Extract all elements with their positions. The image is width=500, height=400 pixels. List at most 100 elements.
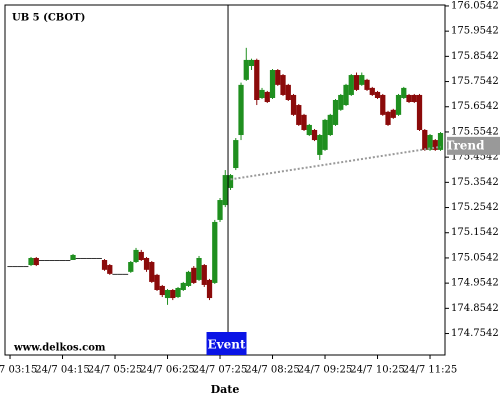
x-tick-label: 24/7 04:15 (35, 365, 89, 376)
candle-body (201, 265, 207, 285)
candle-body (301, 114, 307, 130)
y-tick-label: 174.7542 (451, 328, 499, 339)
candle-body (80, 257, 87, 259)
candle-body (280, 75, 286, 95)
candle-body (96, 257, 102, 259)
candle-body (12, 266, 18, 268)
candle-body (385, 111, 391, 125)
y-tick-label: 175.1542 (451, 227, 499, 238)
candle-body (91, 257, 97, 259)
candle-body (17, 266, 24, 268)
x-tick-label: 24/7 07:25 (193, 365, 247, 376)
event-box (206, 332, 247, 355)
y-tick-label: 175.0542 (451, 252, 499, 263)
candle-body (159, 285, 165, 296)
candle-body (59, 260, 66, 262)
candle-body (432, 140, 438, 150)
candle-body (248, 59, 255, 66)
candle-body (290, 94, 297, 115)
candle-body (33, 257, 39, 266)
candle-body (437, 133, 444, 150)
trend-label: Trend (445, 138, 485, 152)
candle-body (311, 129, 318, 141)
candle-body (143, 257, 150, 270)
candle-body (338, 94, 344, 110)
candle-body (128, 262, 134, 272)
candle-body (133, 249, 139, 263)
candle-body (217, 200, 223, 220)
x-tick-label: 24/7 10:25 (350, 365, 404, 376)
candle-body (264, 91, 270, 103)
y-tick-label: 174.9542 (451, 278, 499, 289)
candle-body (380, 94, 386, 115)
candle-body (348, 75, 354, 95)
candle-body (343, 84, 349, 106)
candle-body (122, 273, 129, 275)
candle-body (49, 260, 55, 262)
candle-body (107, 265, 113, 274)
candle-body (369, 87, 375, 95)
candle-body (75, 257, 81, 259)
x-tick-label: 24/7 03:15 (0, 365, 37, 376)
candle-body (170, 289, 176, 299)
candle-body (269, 70, 276, 98)
candle-body (411, 94, 417, 103)
y-tick-label: 175.2542 (451, 202, 499, 213)
x-tick-label: 24/7 08:25 (245, 365, 299, 376)
trend-line (230, 145, 441, 181)
candle-body (374, 91, 381, 98)
candle-body (390, 109, 396, 118)
candle-body (317, 135, 323, 155)
candle-body (422, 129, 428, 150)
candle-body (138, 251, 144, 261)
candle-body (154, 274, 160, 290)
x-tick-label: 24/7 09:25 (298, 365, 352, 376)
candle-body (38, 260, 45, 262)
y-tick-label: 175.3542 (451, 177, 499, 188)
candle-body (191, 267, 197, 283)
candle-body (238, 84, 244, 136)
candle-body (406, 94, 412, 103)
candle-body (101, 260, 108, 270)
candle-body (243, 59, 249, 80)
candle-body (322, 119, 328, 150)
x-axis-label: Date (211, 383, 240, 396)
y-tick-label: 175.4542 (451, 152, 499, 163)
y-tick-label: 175.7542 (451, 76, 499, 87)
candle-body (395, 94, 402, 115)
y-tick-label: 174.8542 (451, 303, 499, 314)
candle-body (332, 99, 339, 125)
x-tick-label: 24/7 11:25 (403, 365, 457, 376)
candle-body (401, 87, 407, 98)
candle-body (23, 266, 29, 268)
candle-body (112, 273, 118, 275)
candle-body (259, 89, 265, 98)
candle-body (149, 262, 155, 282)
candle-body (416, 94, 423, 130)
candle-body (86, 257, 92, 259)
candle-body (285, 84, 291, 100)
candle-body (196, 257, 202, 280)
x-tick-label: 24/7 05:25 (88, 365, 142, 376)
candle-body (327, 114, 333, 136)
candle-body (306, 124, 312, 136)
candle-body (353, 75, 360, 90)
candle-body (427, 135, 433, 150)
candle-body (65, 260, 71, 262)
candle-body (175, 287, 181, 298)
chart-title: UB 5 (CBOT) (12, 13, 85, 24)
candle-body (70, 254, 76, 261)
candle-body (180, 282, 186, 290)
candle-body (206, 279, 213, 299)
y-tick-label: 175.8542 (451, 51, 499, 62)
y-tick-label: 175.9542 (451, 26, 499, 37)
candle-body (254, 59, 260, 100)
price-marker (484, 136, 500, 155)
candle-body (359, 75, 365, 85)
candle-body (185, 271, 192, 286)
candle-body (364, 79, 370, 90)
y-tick-label: 175.6542 (451, 101, 499, 112)
candle-body (7, 266, 13, 268)
candle-body (227, 175, 234, 188)
